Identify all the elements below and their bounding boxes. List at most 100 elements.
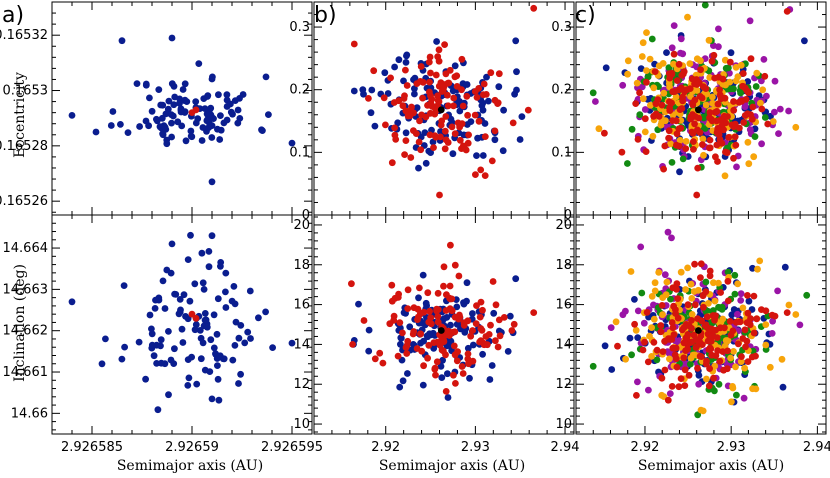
data-point-orange	[744, 138, 752, 146]
data-point-red	[441, 41, 448, 48]
data-point-red	[492, 337, 499, 345]
data-point-red	[419, 94, 426, 102]
data-point-blue	[213, 330, 221, 338]
y-axis-label-inclination: Inclination (deg)	[12, 264, 28, 382]
data-point-red	[672, 117, 680, 125]
panel-c-bottom: 10 12 14 16 18 20 2.92 2.93 2.94	[555, 214, 830, 455]
data-point-red	[404, 337, 412, 345]
data-point-blue	[163, 136, 171, 144]
data-point-red	[413, 80, 421, 87]
data-point-blue	[215, 91, 222, 99]
data-point-blue	[269, 344, 276, 351]
data-point-red	[432, 371, 439, 379]
points-b-top	[350, 4, 538, 199]
data-point-blue	[167, 356, 175, 364]
data-point-blue	[234, 106, 242, 114]
data-point-blue	[453, 303, 461, 311]
data-point-blue	[419, 271, 427, 279]
data-point-red	[668, 319, 676, 326]
data-point-red	[731, 120, 739, 128]
data-point-blue	[512, 275, 520, 283]
data-point-red	[668, 383, 676, 390]
data-point-red	[697, 66, 704, 74]
data-point-orange	[659, 60, 667, 67]
data-point-red	[350, 40, 358, 48]
data-point-green	[718, 305, 726, 313]
data-point-red	[671, 88, 679, 95]
data-point-red	[744, 358, 752, 365]
data-point-red	[657, 322, 665, 329]
data-point-blue	[288, 139, 296, 147]
data-point-blue	[159, 101, 167, 109]
data-point-red	[720, 366, 727, 374]
data-point-orange	[705, 300, 712, 307]
data-point-red	[399, 329, 406, 337]
data-point-red	[427, 109, 434, 117]
data-point-blue	[485, 97, 492, 105]
data-point-red	[427, 314, 435, 321]
data-point-red	[723, 149, 731, 157]
data-point-blue	[626, 334, 634, 342]
data-point-blue	[159, 277, 167, 285]
data-point-red	[450, 94, 458, 102]
data-point-red	[433, 358, 441, 366]
data-point-blue	[676, 168, 683, 176]
data-point-red	[418, 347, 426, 355]
data-point-red	[481, 133, 489, 141]
data-point-red	[639, 346, 647, 354]
data-point-blue	[102, 335, 109, 343]
data-point-red	[664, 396, 672, 404]
data-point-blue	[745, 297, 753, 305]
data-point-blue	[421, 129, 429, 137]
data-point-red	[719, 75, 727, 83]
data-point-red	[698, 317, 705, 325]
data-point-purple	[737, 297, 745, 304]
data-point-orange	[703, 90, 711, 98]
data-point-blue	[156, 123, 164, 131]
data-point-red	[459, 102, 467, 110]
data-point-blue	[244, 328, 252, 336]
data-point-purple	[664, 228, 672, 236]
data-point-green	[724, 268, 732, 276]
data-point-orange	[702, 101, 710, 109]
data-point-red	[758, 105, 766, 113]
data-point-orange	[732, 63, 740, 71]
data-point-blue	[371, 122, 379, 130]
data-point-orange	[643, 29, 650, 36]
data-point-red	[694, 164, 702, 172]
data-point-blue	[216, 136, 224, 143]
y-tick-label: 0.3	[289, 20, 310, 35]
data-point-blue	[422, 159, 430, 167]
data-point-red	[696, 129, 704, 136]
data-point-blue	[186, 297, 194, 305]
data-point-red	[417, 63, 425, 70]
y-tick-label: 14.66	[11, 406, 48, 421]
data-point-red	[426, 88, 433, 96]
data-point-blue	[197, 334, 205, 342]
data-point-red	[669, 324, 677, 332]
data-point-red	[618, 148, 626, 156]
data-point-red	[717, 95, 725, 103]
data-point-blue	[200, 286, 208, 293]
data-point-red	[661, 142, 669, 150]
data-point-green	[638, 289, 646, 297]
data-point-blue	[167, 269, 175, 277]
data-point-orange	[762, 321, 770, 328]
data-point-blue	[447, 321, 454, 329]
data-point-red	[438, 117, 446, 125]
data-point-red	[681, 366, 689, 374]
data-point-blue	[350, 87, 358, 95]
data-point-red	[437, 133, 444, 141]
data-point-red	[714, 124, 722, 132]
data-point-red	[688, 128, 696, 136]
data-point-green	[589, 362, 597, 370]
data-point-blue	[500, 106, 507, 114]
data-point-red	[665, 134, 672, 142]
data-point-red	[399, 102, 407, 110]
data-point-blue	[513, 68, 520, 76]
data-point-red	[768, 311, 776, 319]
data-point-green	[751, 133, 759, 141]
data-point-blue	[215, 396, 223, 404]
data-point-red	[636, 89, 643, 97]
data-point-purple	[619, 81, 627, 89]
